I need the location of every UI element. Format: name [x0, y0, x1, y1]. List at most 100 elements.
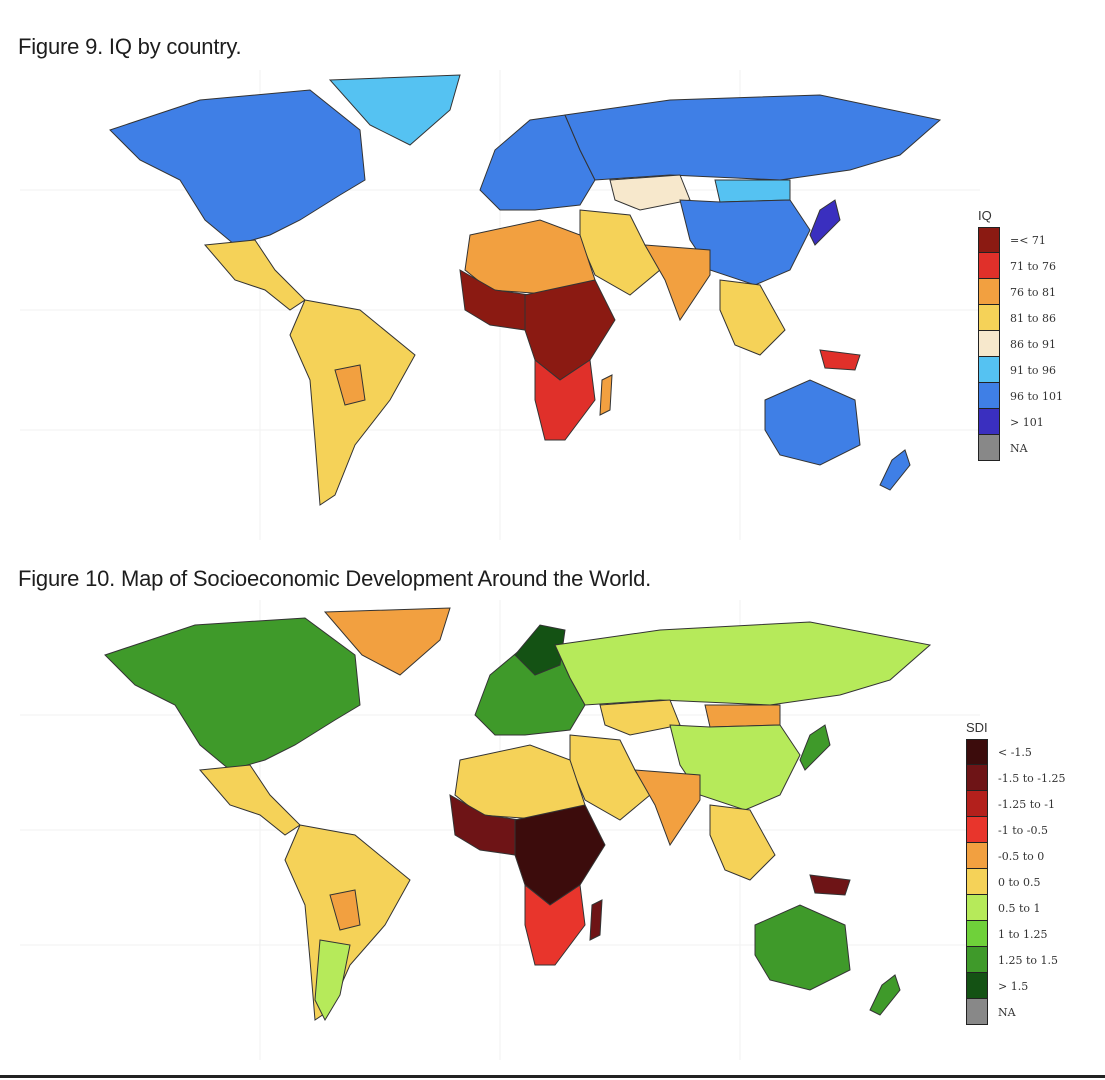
iq-legend: IQ =< 71 71 to 76 76 to 81 81 to 86 86 to 91… [978, 208, 1063, 461]
region-southeast-asia [719, 279, 786, 356]
legend-label: -0.5 to 0 [998, 849, 1045, 863]
legend-item: 1 to 1.25 [966, 921, 1065, 947]
region-bolivia [334, 364, 366, 406]
legend-label: =< 71 [1010, 233, 1046, 247]
legend-swatch [966, 817, 988, 843]
sdi-world-map [20, 600, 980, 1060]
figure-10-title: Figure 10. Map of Socioeconomic Developm… [18, 566, 652, 591]
legend-label: NA [998, 1005, 1016, 1019]
region-north-america [109, 89, 366, 246]
legend-swatch [966, 869, 988, 895]
legend-label: -1.5 to -1.25 [998, 771, 1066, 785]
legend-swatch [966, 765, 988, 791]
legend-swatch [966, 999, 988, 1025]
legend-label: 71 to 76 [1010, 259, 1057, 273]
iq-legend-title: IQ [978, 208, 992, 223]
region-greenland [328, 74, 461, 146]
legend-swatch [978, 409, 1000, 435]
legend-item: < -1.5 [966, 739, 1065, 765]
region-kazakhstan [599, 699, 681, 736]
legend-label: < -1.5 [998, 745, 1032, 759]
legend-label: 96 to 101 [1010, 389, 1064, 403]
region-central-america [198, 764, 301, 836]
region-greenland [323, 607, 451, 676]
legend-swatch [978, 305, 1000, 331]
legend-swatch [978, 279, 1000, 305]
legend-item: 71 to 76 [978, 253, 1063, 279]
region-central-america [203, 239, 306, 311]
legend-item: 81 to 86 [978, 305, 1063, 331]
region-kazakhstan [609, 174, 691, 211]
region-papua [819, 349, 861, 371]
legend-item: > 1.5 [966, 973, 1065, 999]
legend-label: 81 to 86 [1010, 311, 1057, 325]
legend-item: 91 to 96 [978, 357, 1063, 383]
iq-world-map [20, 70, 980, 540]
legend-label: NA [1010, 441, 1028, 455]
legend-label: 0.5 to 1 [998, 901, 1041, 915]
legend-item: -1 to -0.5 [966, 817, 1065, 843]
legend-item: > 101 [978, 409, 1063, 435]
region-southern-africa [524, 883, 586, 966]
legend-item: 0 to 0.5 [966, 869, 1065, 895]
region-mongolia [704, 704, 781, 728]
legend-item: 96 to 101 [978, 383, 1063, 409]
region-japan [799, 724, 831, 771]
legend-swatch [966, 947, 988, 973]
legend-item: 86 to 91 [978, 331, 1063, 357]
region-north-america [104, 617, 361, 771]
region-russia [554, 621, 932, 706]
region-bolivia [329, 889, 361, 931]
legend-label: 0 to 0.5 [998, 875, 1041, 889]
legend-label: 86 to 91 [1010, 337, 1057, 351]
legend-swatch [966, 921, 988, 947]
legend-swatch [966, 895, 988, 921]
legend-label: 76 to 81 [1010, 285, 1057, 299]
legend-swatch [966, 791, 988, 817]
legend-label: 91 to 96 [1010, 363, 1057, 377]
legend-item: 76 to 81 [978, 279, 1063, 305]
legend-swatch [978, 435, 1000, 461]
legend-swatch [978, 383, 1000, 409]
sdi-legend-title: SDI [966, 720, 988, 735]
legend-swatch [978, 253, 1000, 279]
bottom-border [0, 1075, 1105, 1078]
legend-swatch [966, 843, 988, 869]
legend-item: NA [978, 435, 1063, 461]
legend-item: -1.5 to -1.25 [966, 765, 1065, 791]
region-southeast-asia [709, 804, 776, 881]
region-australia [764, 379, 861, 466]
region-madagascar [599, 374, 613, 416]
region-new-zealand [869, 974, 901, 1016]
legend-item: NA [966, 999, 1065, 1025]
region-india [634, 769, 701, 847]
sdi-map-svg [20, 600, 980, 1060]
figure-9-title: Figure 9. IQ by country. [18, 34, 242, 59]
legend-swatch [978, 227, 1000, 253]
region-southern-africa [534, 358, 596, 441]
legend-label: > 101 [1010, 415, 1044, 429]
legend-swatch [966, 973, 988, 999]
legend-label: 1 to 1.25 [998, 927, 1048, 941]
legend-label: > 1.5 [998, 979, 1029, 993]
legend-swatch [978, 357, 1000, 383]
sdi-legend-items: < -1.5 -1.5 to -1.25 -1.25 to -1 -1 to -0.5… [966, 739, 1065, 1025]
iq-map-svg [20, 70, 980, 540]
region-japan [809, 199, 841, 246]
legend-item: 0.5 to 1 [966, 895, 1065, 921]
legend-swatch [978, 331, 1000, 357]
region-australia [754, 904, 851, 991]
region-india [644, 244, 711, 322]
region-papua [809, 874, 851, 896]
iq-legend-items: =< 71 71 to 76 76 to 81 81 to 86 86 to 91 91 … [978, 227, 1063, 461]
region-new-zealand [879, 449, 911, 491]
legend-item: =< 71 [978, 227, 1063, 253]
region-mongolia [714, 179, 791, 203]
legend-label: -1.25 to -1 [998, 797, 1055, 811]
sdi-legend: SDI < -1.5 -1.5 to -1.25 -1.25 to -1 -1 to … [966, 720, 1065, 1025]
legend-item: -1.25 to -1 [966, 791, 1065, 817]
region-russia [564, 94, 942, 181]
legend-item: -0.5 to 0 [966, 843, 1065, 869]
legend-label: 1.25 to 1.5 [998, 953, 1059, 967]
legend-label: -1 to -0.5 [998, 823, 1048, 837]
